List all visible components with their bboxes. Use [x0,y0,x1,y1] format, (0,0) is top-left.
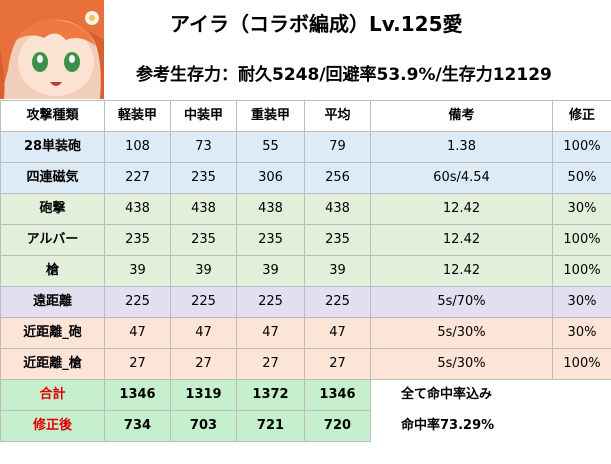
note-value: 1.38 [370,131,553,163]
medium-armor-value: 47 [170,317,237,349]
average-value: 47 [304,317,371,349]
total-label: 合計 [0,379,105,411]
accuracy-note: 全て命中率込み [370,379,611,411]
modifier-value: 100% [552,348,611,380]
total-average: 1346 [304,379,371,411]
light-armor-value: 47 [104,317,171,349]
hit-rate-note: 命中率73.29% [370,410,611,442]
attack-name: アルバー [0,224,105,256]
survival-summary: 参考生存力：耐久5248/回避率53.9%/生存力12129 [136,65,552,85]
table-header-row: 攻撃種類 軽装甲 中装甲 重装甲 平均 備考 修正 [0,100,611,132]
page-title: アイラ（コラボ編成）Lv.125愛 [170,12,463,36]
heavy-armor-value: 438 [236,193,305,225]
average-value: 39 [304,255,371,287]
note-value: 5s/30% [370,317,553,349]
corrected-medium: 703 [170,410,237,442]
column-header: 修正 [552,100,611,132]
attack-name: 砲撃 [0,193,105,225]
table-row: 槍 39 39 39 39 12.42 100% [0,255,611,287]
heavy-armor-value: 55 [236,131,305,163]
note-value: 12.42 [370,255,553,287]
average-value: 225 [304,286,371,318]
column-header: 重装甲 [236,100,305,132]
heavy-armor-value: 306 [236,162,305,194]
modifier-value: 100% [552,131,611,163]
average-value: 27 [304,348,371,380]
table-row: 28単装砲 108 73 55 79 1.38 100% [0,131,611,163]
attack-name: 遠距離 [0,286,105,318]
corrected-heavy: 721 [236,410,305,442]
table-row: 四連磁気 227 235 306 256 60s/4.54 50% [0,162,611,194]
attack-name: 槍 [0,255,105,287]
medium-armor-value: 225 [170,286,237,318]
table-row: 近距離_砲 47 47 47 47 5s/30% 30% [0,317,611,349]
table-row: 砲撃 438 438 438 438 12.42 30% [0,193,611,225]
heavy-armor-value: 39 [236,255,305,287]
column-header: 備考 [370,100,553,132]
corrected-light: 734 [104,410,171,442]
medium-armor-value: 39 [170,255,237,287]
attack-name: 近距離_槍 [0,348,105,380]
modifier-value: 30% [552,193,611,225]
light-armor-value: 227 [104,162,171,194]
medium-armor-value: 235 [170,224,237,256]
total-row: 合計 1346 1319 1372 1346 全て命中率込み [0,379,611,411]
character-portrait [0,0,104,99]
attack-name: 四連磁気 [0,162,105,194]
table-body: 28単装砲 108 73 55 79 1.38 100% 四連磁気 227 23… [0,131,611,442]
corrected-label: 修正後 [0,410,105,442]
heavy-armor-value: 27 [236,348,305,380]
medium-armor-value: 235 [170,162,237,194]
medium-armor-value: 73 [170,131,237,163]
light-armor-value: 225 [104,286,171,318]
modifier-value: 30% [552,286,611,318]
light-armor-value: 108 [104,131,171,163]
medium-armor-value: 27 [170,348,237,380]
average-value: 438 [304,193,371,225]
total-medium: 1319 [170,379,237,411]
note-value: 12.42 [370,193,553,225]
table-row: 遠距離 225 225 225 225 5s/70% 30% [0,286,611,318]
modifier-value: 100% [552,224,611,256]
light-armor-value: 39 [104,255,171,287]
table-row: アルバー 235 235 235 235 12.42 100% [0,224,611,256]
total-light: 1346 [104,379,171,411]
total-heavy: 1372 [236,379,305,411]
table-row: 近距離_槍 27 27 27 27 5s/30% 100% [0,348,611,380]
light-armor-value: 235 [104,224,171,256]
light-armor-value: 438 [104,193,171,225]
modifier-value: 100% [552,255,611,287]
column-header: 攻撃種類 [0,100,105,132]
medium-armor-value: 438 [170,193,237,225]
average-value: 235 [304,224,371,256]
header: アイラ（コラボ編成）Lv.125愛 参考生存力：耐久5248/回避率53.9%/… [0,0,611,99]
column-header: 軽装甲 [104,100,171,132]
attack-name: 近距離_砲 [0,317,105,349]
heavy-armor-value: 235 [236,224,305,256]
note-value: 5s/30% [370,348,553,380]
corrected-row: 修正後 734 703 721 720 命中率73.29% [0,410,611,442]
modifier-value: 50% [552,162,611,194]
character-portrait-image [0,0,104,99]
average-value: 256 [304,162,371,194]
damage-table: 攻撃種類 軽装甲 中装甲 重装甲 平均 備考 修正 28単装砲 108 73 5… [0,100,611,442]
modifier-value: 30% [552,317,611,349]
average-value: 79 [304,131,371,163]
column-header: 中装甲 [170,100,237,132]
corrected-average: 720 [304,410,371,442]
attack-name: 28単装砲 [0,131,105,163]
light-armor-value: 27 [104,348,171,380]
heavy-armor-value: 47 [236,317,305,349]
column-header: 平均 [304,100,371,132]
note-value: 12.42 [370,224,553,256]
note-value: 60s/4.54 [370,162,553,194]
note-value: 5s/70% [370,286,553,318]
heavy-armor-value: 225 [236,286,305,318]
